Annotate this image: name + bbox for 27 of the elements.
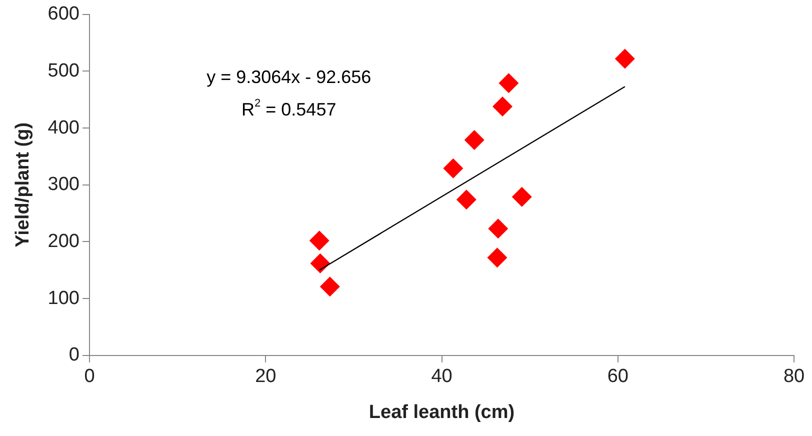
y-tick-label: 200 bbox=[48, 230, 80, 252]
point bbox=[456, 190, 476, 210]
y-tick-label: 0 bbox=[68, 344, 80, 366]
point bbox=[614, 48, 635, 69]
x-tick-label: 20 bbox=[255, 366, 276, 388]
y-tick-label: 500 bbox=[48, 60, 80, 82]
y-tick-label: 400 bbox=[48, 117, 80, 138]
x-tick-label: 0 bbox=[84, 366, 95, 388]
point bbox=[320, 276, 340, 297]
point bbox=[310, 253, 330, 274]
x-axis-title: Leaf leanth (cm) bbox=[368, 402, 515, 423]
y-tick-label: 600 bbox=[48, 4, 80, 25]
point bbox=[492, 96, 513, 116]
y-tick-label: 100 bbox=[48, 288, 80, 309]
point bbox=[487, 248, 508, 268]
point bbox=[464, 130, 484, 150]
x-tick-label: 40 bbox=[431, 366, 452, 388]
x-tick-label: 60 bbox=[607, 366, 628, 388]
y-tick-label: 300 bbox=[48, 174, 80, 196]
annotation: y = 9.3064x - 92.656 bbox=[206, 67, 372, 88]
x-tick-label: 80 bbox=[783, 366, 805, 388]
point bbox=[309, 230, 330, 251]
point bbox=[498, 73, 519, 94]
point bbox=[512, 186, 532, 207]
y-axis-title: Yield/plant (g) bbox=[12, 122, 34, 248]
point bbox=[443, 158, 464, 178]
point bbox=[488, 218, 508, 239]
